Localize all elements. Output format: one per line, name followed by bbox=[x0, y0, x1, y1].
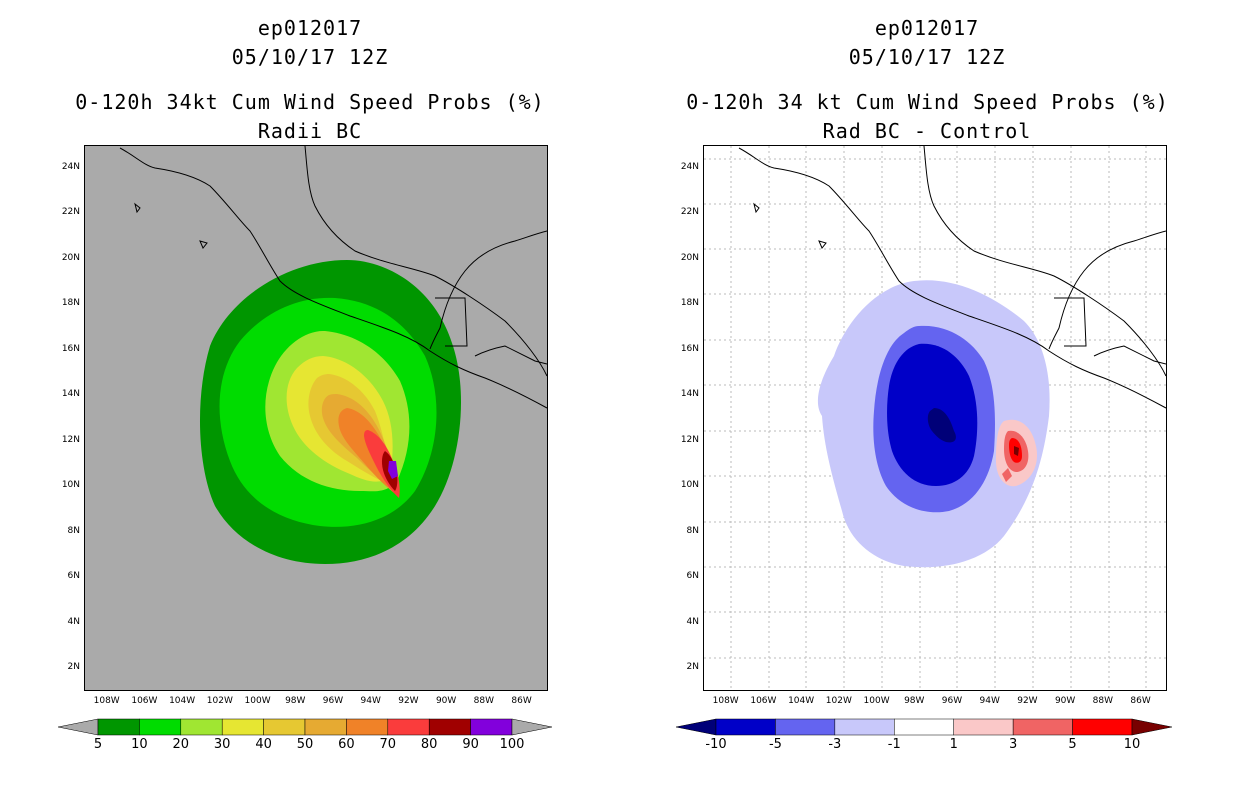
colorbar-swatch bbox=[715, 718, 776, 736]
lat-tick-label: 18N bbox=[61, 298, 80, 309]
diff-area-plus10 bbox=[1014, 446, 1019, 456]
left-title-product: 0-120h 34kt Cum Wind Speed Probs (%) bbox=[75, 90, 545, 114]
colorbar-label: 3 bbox=[1009, 737, 1018, 752]
lat-tick-label: 22N bbox=[61, 207, 80, 218]
lon-tick-label: 96W bbox=[941, 696, 963, 706]
lon-tick-label: 106W bbox=[131, 696, 158, 706]
colorbar-swatch bbox=[1072, 718, 1133, 736]
lat-tick-label: 10N bbox=[61, 480, 80, 491]
lat-tick-label: 10N bbox=[680, 480, 699, 491]
lat-tick-label: 20N bbox=[680, 252, 699, 263]
colorbar-label: 60 bbox=[338, 737, 355, 752]
colorbar-left-triangle bbox=[675, 718, 717, 736]
lat-tick-label: 6N bbox=[67, 571, 80, 582]
lon-tick-label: 94W bbox=[979, 696, 1000, 706]
lon-tick-label: 108W bbox=[712, 696, 739, 706]
colorbar-label: 1 bbox=[949, 737, 958, 752]
lat-tick-label: 16N bbox=[680, 343, 699, 354]
colorbar-label: 90 bbox=[462, 737, 479, 752]
lat-tick-label: 8N bbox=[67, 525, 80, 536]
lon-tick-label: 98W bbox=[285, 696, 306, 706]
lat-tick-label: 22N bbox=[680, 207, 699, 218]
diff-area-minus10 bbox=[927, 408, 956, 443]
lat-tick-label: 12N bbox=[61, 434, 80, 445]
colorbar-label: 80 bbox=[420, 737, 438, 752]
left-title-date: 05/10/17 12Z bbox=[231, 45, 389, 69]
colorbar-label: 5 bbox=[93, 737, 103, 752]
colorbar-right-triangle bbox=[511, 718, 553, 736]
lon-tick-label: 100W bbox=[863, 696, 890, 706]
lat-tick-label: 18N bbox=[680, 298, 699, 309]
right-title-date: 05/10/17 12Z bbox=[848, 45, 1006, 69]
lat-tick-label: 16N bbox=[61, 343, 80, 354]
lon-tick-label: 100W bbox=[244, 696, 271, 706]
lon-tick-label: 88W bbox=[1092, 696, 1114, 706]
lon-tick-label: 88W bbox=[473, 696, 495, 706]
colorbar-label: -5 bbox=[768, 737, 782, 752]
colorbar-label: 50 bbox=[296, 737, 314, 752]
lon-tick-label: 96W bbox=[322, 696, 344, 706]
colorbar-label: 30 bbox=[213, 737, 231, 752]
lat-tick-label: 8N bbox=[686, 525, 699, 536]
colorbar-swatch bbox=[1012, 718, 1073, 736]
lat-tick-label: 2N bbox=[686, 662, 699, 673]
lon-tick-label: 108W bbox=[93, 696, 120, 706]
left-title-storm: ep012017 bbox=[257, 16, 363, 40]
left-map-panel[interactable] bbox=[84, 145, 548, 691]
colorbar-label: 10 bbox=[1123, 737, 1141, 752]
lat-tick-label: 14N bbox=[680, 389, 699, 400]
lat-tick-label: 24N bbox=[680, 161, 699, 172]
colorbar-right-triangle bbox=[1131, 718, 1173, 736]
right-map-svg bbox=[704, 146, 1166, 690]
right-title-storm: ep012017 bbox=[874, 16, 980, 40]
colorbar-swatch bbox=[834, 718, 895, 736]
colorbar-label: -10 bbox=[705, 737, 727, 752]
lat-tick-label: 6N bbox=[686, 571, 699, 582]
lat-tick-label: 4N bbox=[686, 616, 699, 627]
colorbar-label: 100 bbox=[499, 737, 525, 752]
lon-tick-label: 104W bbox=[169, 696, 196, 706]
lon-tick-label: 106W bbox=[750, 696, 777, 706]
colorbar-label: 20 bbox=[172, 737, 190, 752]
lon-tick-label: 86W bbox=[1130, 696, 1151, 706]
lon-tick-label: 104W bbox=[788, 696, 815, 706]
lat-tick-label: 14N bbox=[61, 389, 80, 400]
lon-tick-label: 92W bbox=[1017, 696, 1038, 706]
lon-tick-label: 86W bbox=[511, 696, 532, 706]
colorbar-label: 40 bbox=[255, 737, 272, 752]
prob-area-90 bbox=[388, 461, 398, 479]
colorbar-label: 10 bbox=[131, 737, 148, 752]
colorbar-label: 5 bbox=[1068, 737, 1077, 752]
left-map-svg bbox=[119, 146, 547, 564]
lon-tick-label: 102W bbox=[825, 696, 852, 706]
right-title-variant: Rad BC - Control bbox=[822, 119, 1032, 143]
colorbar-swatch bbox=[894, 718, 954, 736]
lat-tick-label: 4N bbox=[67, 616, 80, 627]
colorbar-label: -1 bbox=[887, 737, 901, 752]
left-title-variant: Radii BC bbox=[257, 119, 363, 143]
lat-tick-label: 12N bbox=[680, 434, 699, 445]
lon-tick-label: 90W bbox=[435, 696, 457, 706]
colorbar-swatch bbox=[775, 718, 836, 736]
lat-tick-label: 20N bbox=[61, 252, 80, 263]
lon-tick-label: 102W bbox=[206, 696, 233, 706]
lat-tick-label: 24N bbox=[61, 161, 80, 172]
colorbar-label: 70 bbox=[379, 737, 397, 752]
lon-tick-label: 98W bbox=[904, 696, 925, 706]
colorbar-swatch bbox=[953, 718, 1014, 736]
lon-tick-label: 94W bbox=[360, 696, 381, 706]
left-coastline bbox=[119, 146, 547, 409]
lon-tick-label: 92W bbox=[398, 696, 419, 706]
lon-tick-label: 90W bbox=[1054, 696, 1076, 706]
lat-tick-label: 2N bbox=[67, 662, 80, 673]
diff-area-plus3-b bbox=[1002, 468, 1012, 482]
right-map-panel[interactable] bbox=[703, 145, 1167, 691]
right-coastline bbox=[738, 146, 1166, 409]
colorbar-label: -3 bbox=[828, 737, 842, 752]
right-title-product: 0-120h 34 kt Cum Wind Speed Probs (%) bbox=[686, 90, 1169, 114]
